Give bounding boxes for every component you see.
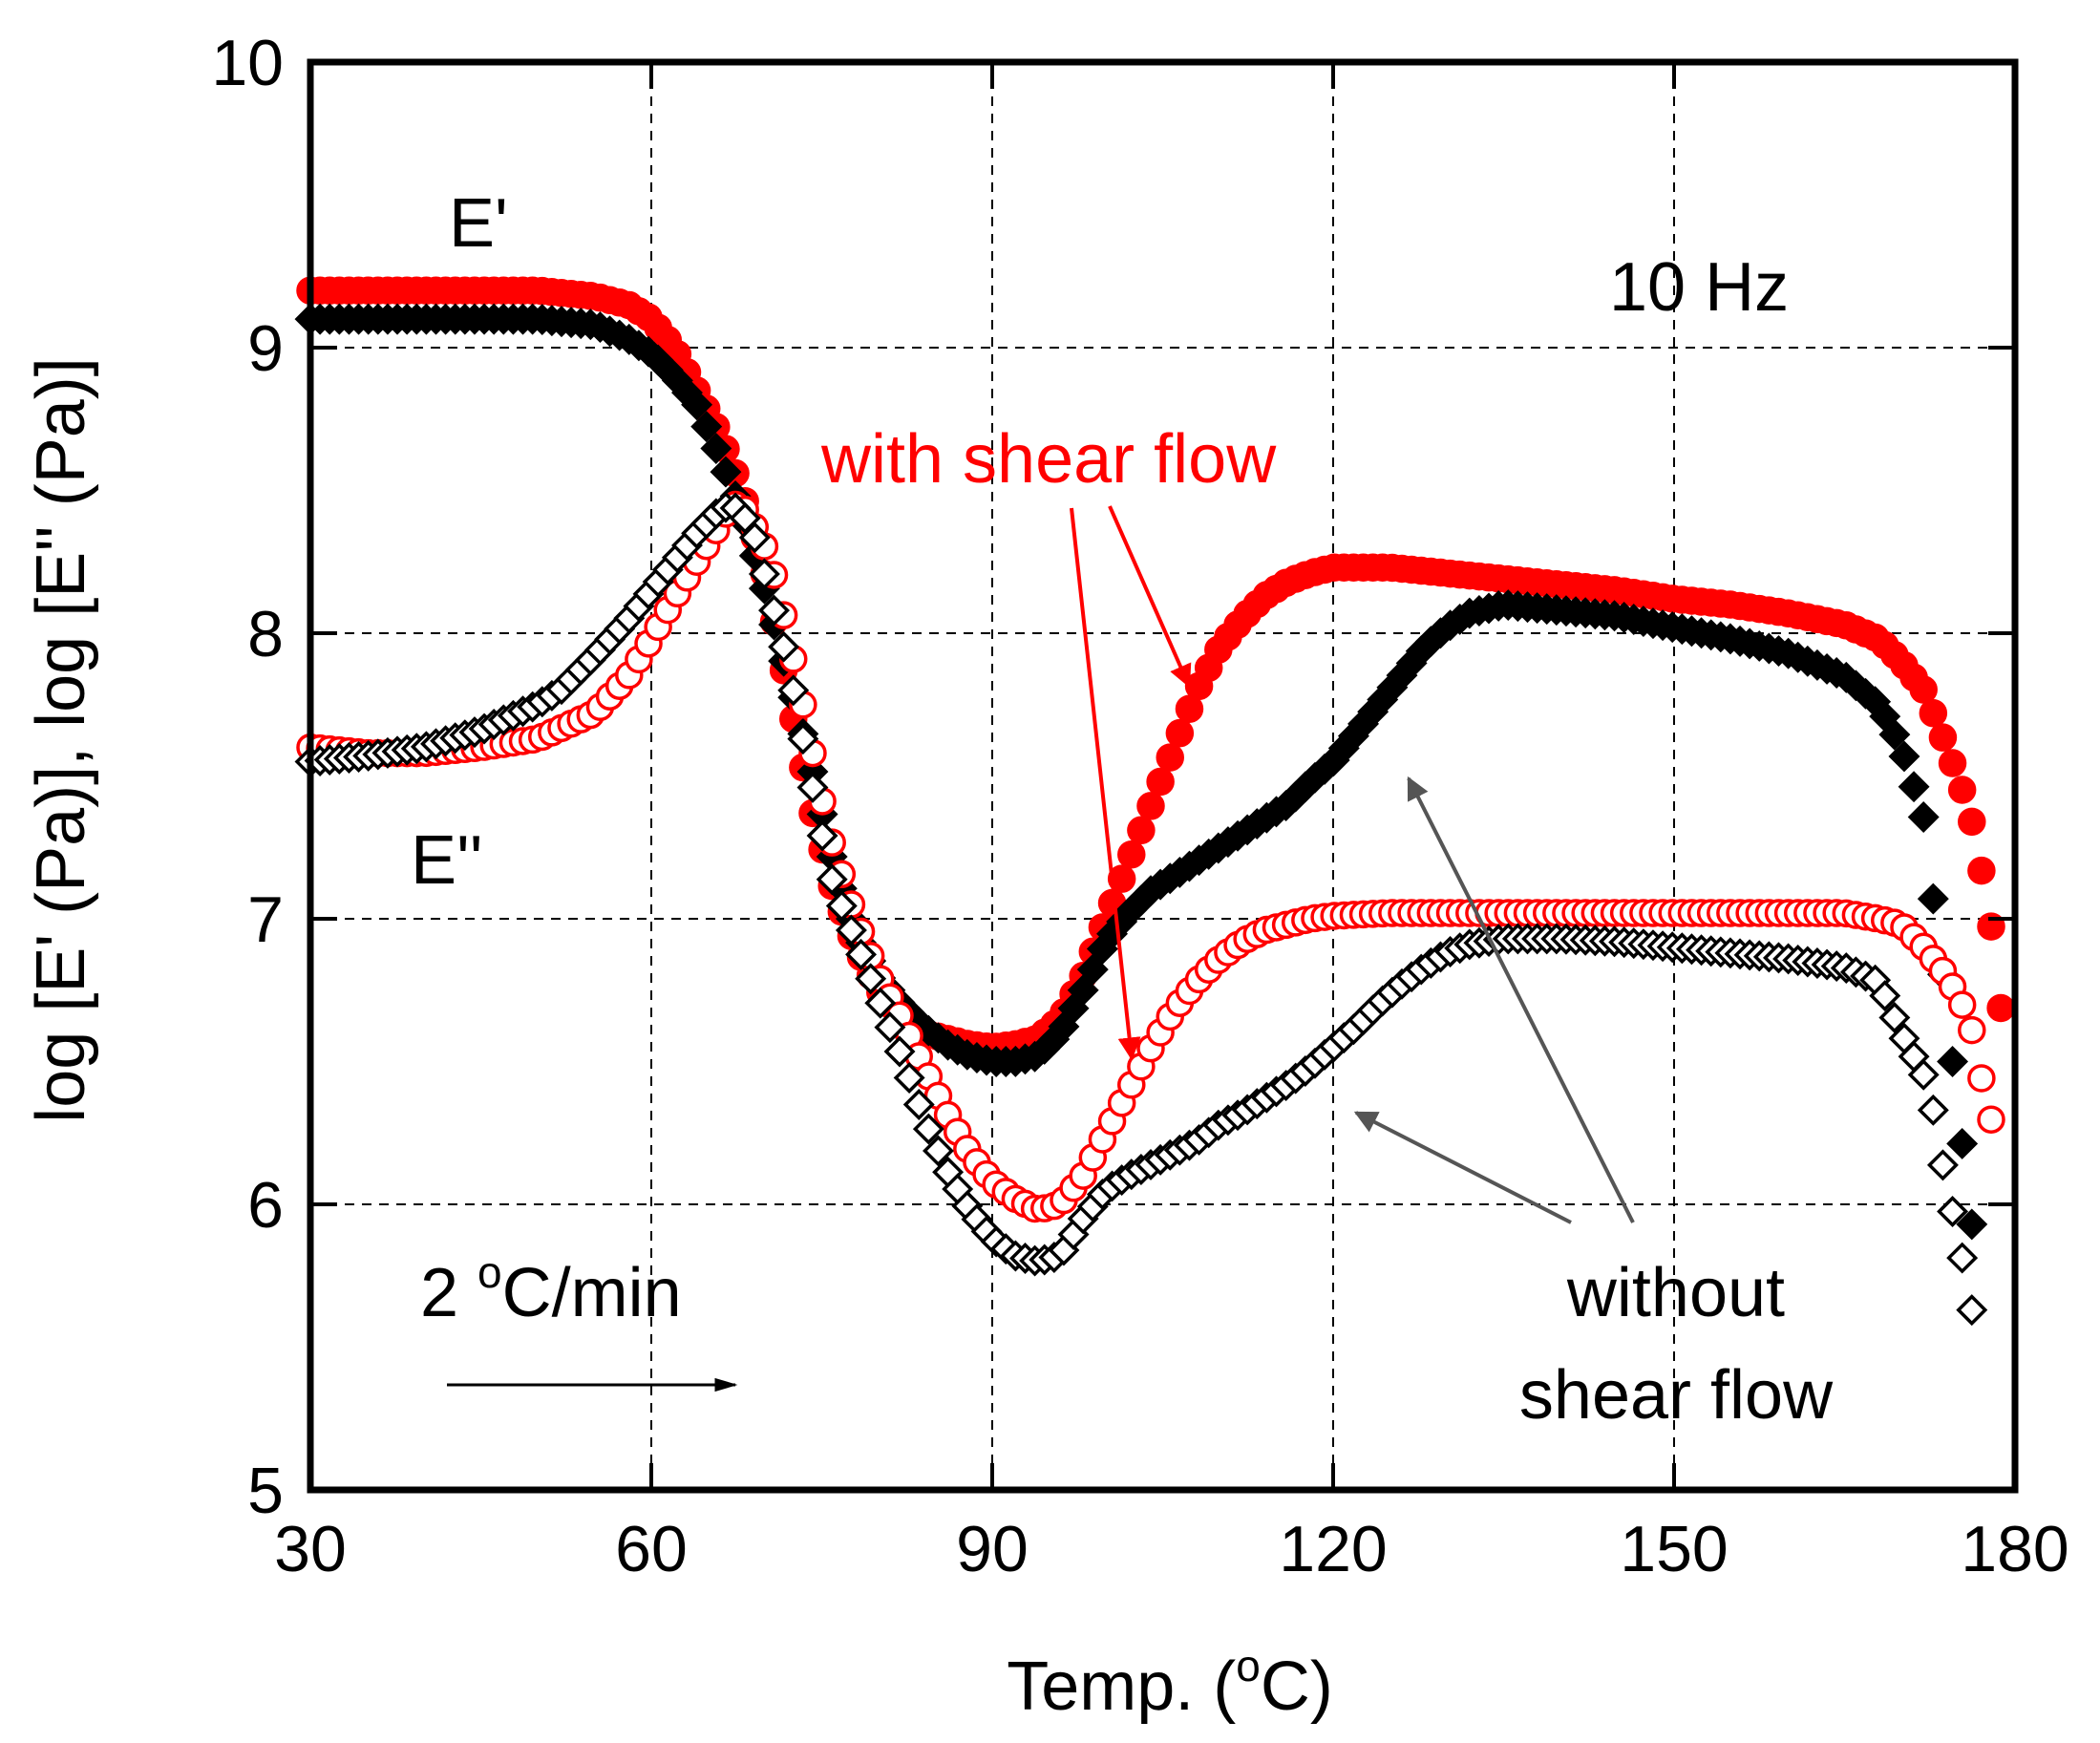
data-point [825, 890, 858, 923]
data-point [1146, 767, 1175, 797]
e-double-prime-label: E'' [411, 822, 483, 899]
with-shear-arrow-e-prime [1108, 505, 1192, 689]
without-shear-arrow-e-prime [1407, 776, 1635, 1223]
data-point [893, 1062, 925, 1095]
e-prime-label: E' [449, 185, 508, 262]
data-point [1898, 771, 1930, 803]
data-point [1878, 1001, 1911, 1033]
data-point [748, 558, 780, 590]
y-tick-label: 8 [247, 598, 284, 670]
without-shear-label-2: shear flow [1519, 1357, 1834, 1434]
data-point [883, 1035, 916, 1068]
data-point [1958, 807, 1986, 837]
data-point [1878, 718, 1911, 751]
y-axis-title: log [E' (Pa)], log [E'' (Pa)] [23, 357, 99, 1123]
data-point [1977, 1105, 2005, 1134]
data-point [1926, 1149, 1959, 1181]
data-point [1175, 694, 1204, 723]
data-point [758, 594, 790, 627]
frequency-label: 10 Hz [1609, 249, 1789, 326]
data-point [1076, 953, 1109, 986]
data-point [1156, 743, 1184, 772]
x-tick-label: 150 [1620, 1513, 1728, 1585]
data-point [1869, 980, 1901, 1012]
data-point [864, 987, 897, 1019]
series-e-with-shear-flow [296, 490, 2005, 1223]
y-tick-label: 6 [247, 1169, 284, 1242]
x-tick-label: 120 [1279, 1513, 1387, 1585]
data-point [1907, 801, 1940, 833]
data-point [816, 863, 848, 896]
data-point [768, 630, 800, 663]
data-point [1967, 856, 1996, 885]
data-point [1919, 698, 1948, 728]
data-point [1956, 1208, 1988, 1241]
data-point [1946, 1127, 1979, 1159]
x-tick-label: 60 [615, 1513, 688, 1585]
heating-rate-label: 2 oC/min [420, 1247, 682, 1331]
without-shear-arrow-e-double-prime [1353, 1111, 1572, 1224]
data-point [1986, 993, 2015, 1023]
data-point [1947, 990, 1977, 1019]
data-point [1937, 1196, 1969, 1227]
data-point [700, 433, 732, 465]
data-point [1917, 1094, 1949, 1126]
data-point [923, 1135, 954, 1167]
data-point [1967, 1064, 1996, 1093]
x-tick-label: 180 [1961, 1513, 2068, 1585]
with-shear-label: with shear flow [820, 421, 1277, 498]
data-point [1136, 792, 1165, 820]
series-layer [294, 276, 2015, 1327]
data-point [1165, 718, 1195, 748]
series-e-with-shear-flow [296, 276, 2015, 1061]
data-point [855, 963, 887, 995]
data-point [1958, 1015, 1986, 1045]
y-tick-label: 9 [247, 312, 284, 385]
data-point [874, 1011, 906, 1044]
data-point [710, 456, 742, 488]
data-point [1928, 723, 1958, 752]
data-point [912, 1113, 944, 1145]
data-point [1946, 1242, 1979, 1274]
without-shear-label-1: without [1566, 1255, 1785, 1331]
ticks: 30 60 90 120 150 180 5 6 7 8 9 10 [211, 27, 2068, 1585]
x-tick-label: 30 [274, 1513, 347, 1585]
y-tick-label: 7 [247, 883, 284, 956]
data-point [835, 914, 867, 946]
series-e-without-shear-flow [294, 491, 1988, 1327]
data-point [796, 771, 829, 803]
y-tick-label: 5 [247, 1455, 284, 1527]
data-point [1907, 1058, 1940, 1091]
data-point [1956, 1294, 1988, 1327]
data-point [1909, 675, 1938, 704]
data-point [681, 389, 713, 421]
x-tick-label: 90 [956, 1513, 1029, 1585]
data-point [690, 411, 723, 443]
y-tick-label: 10 [211, 27, 284, 99]
data-point [902, 1089, 935, 1120]
data-point [1127, 816, 1156, 845]
data-point [1117, 840, 1146, 869]
data-point [1937, 1046, 1969, 1077]
data-point [1107, 864, 1136, 893]
data-point [1888, 740, 1920, 773]
data-point [845, 938, 878, 970]
data-point [787, 723, 819, 755]
with-shear-arrow-e-double-prime [1070, 507, 1141, 1061]
data-point [777, 674, 810, 707]
data-point [1938, 749, 1967, 777]
plot-frame [307, 58, 2019, 1494]
data-point [1917, 882, 1949, 915]
data-point [738, 521, 771, 554]
data-point [1067, 974, 1099, 1007]
data-point [806, 819, 838, 852]
data-point [1947, 776, 1977, 804]
x-axis-title: Temp. (oC) [1007, 1641, 1333, 1725]
